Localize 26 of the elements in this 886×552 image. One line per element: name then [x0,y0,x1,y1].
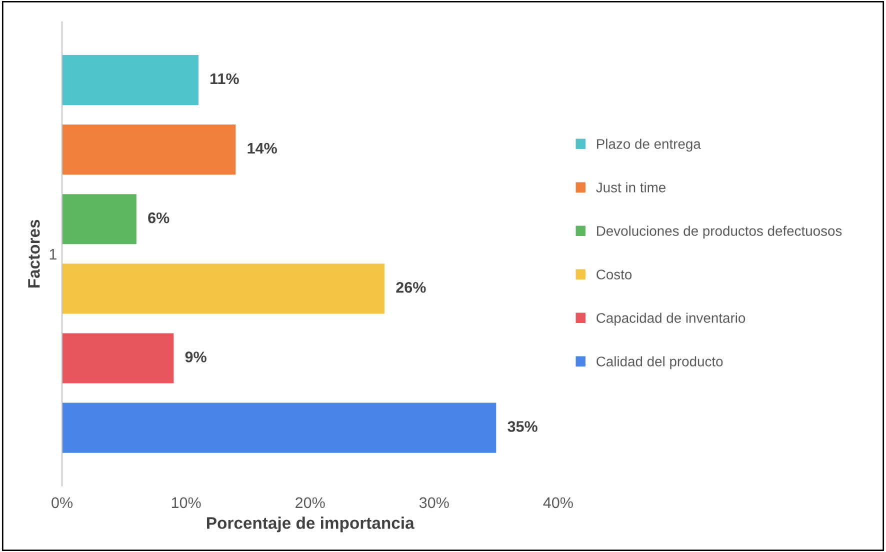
data-label: 35% [508,421,538,432]
legend-label: Capacidad de inventario [596,312,746,326]
legend-label: Plazo de entrega [597,138,701,152]
y-tick-label: 1 [50,248,56,260]
bar [62,194,136,244]
legend-label: Just in time [596,182,666,192]
data-label: 6% [148,212,170,224]
bar [62,55,198,106]
data-label: 26% [396,282,426,293]
data-label: 14% [248,142,277,154]
bar [62,124,236,175]
x-tick-label: 20% [296,497,325,508]
data-label: 11% [210,73,239,84]
bar [62,333,174,384]
x-tick-label: 30% [419,497,449,508]
x-tick-label: 0% [52,497,73,508]
x-axis-title: Porcentaje de importancia [207,516,414,532]
x-tick-label: 40% [543,497,573,508]
y-axis-title: Factores [28,220,40,288]
legend-label: Calidad del producto [596,356,723,370]
bar [62,264,385,314]
legend-label: Devoluciones de productos defectuosos [597,226,842,239]
x-tick-label: 10% [172,497,201,508]
legend-label: Costo [596,270,632,280]
data-label: 9% [185,352,206,362]
bar [62,402,496,453]
